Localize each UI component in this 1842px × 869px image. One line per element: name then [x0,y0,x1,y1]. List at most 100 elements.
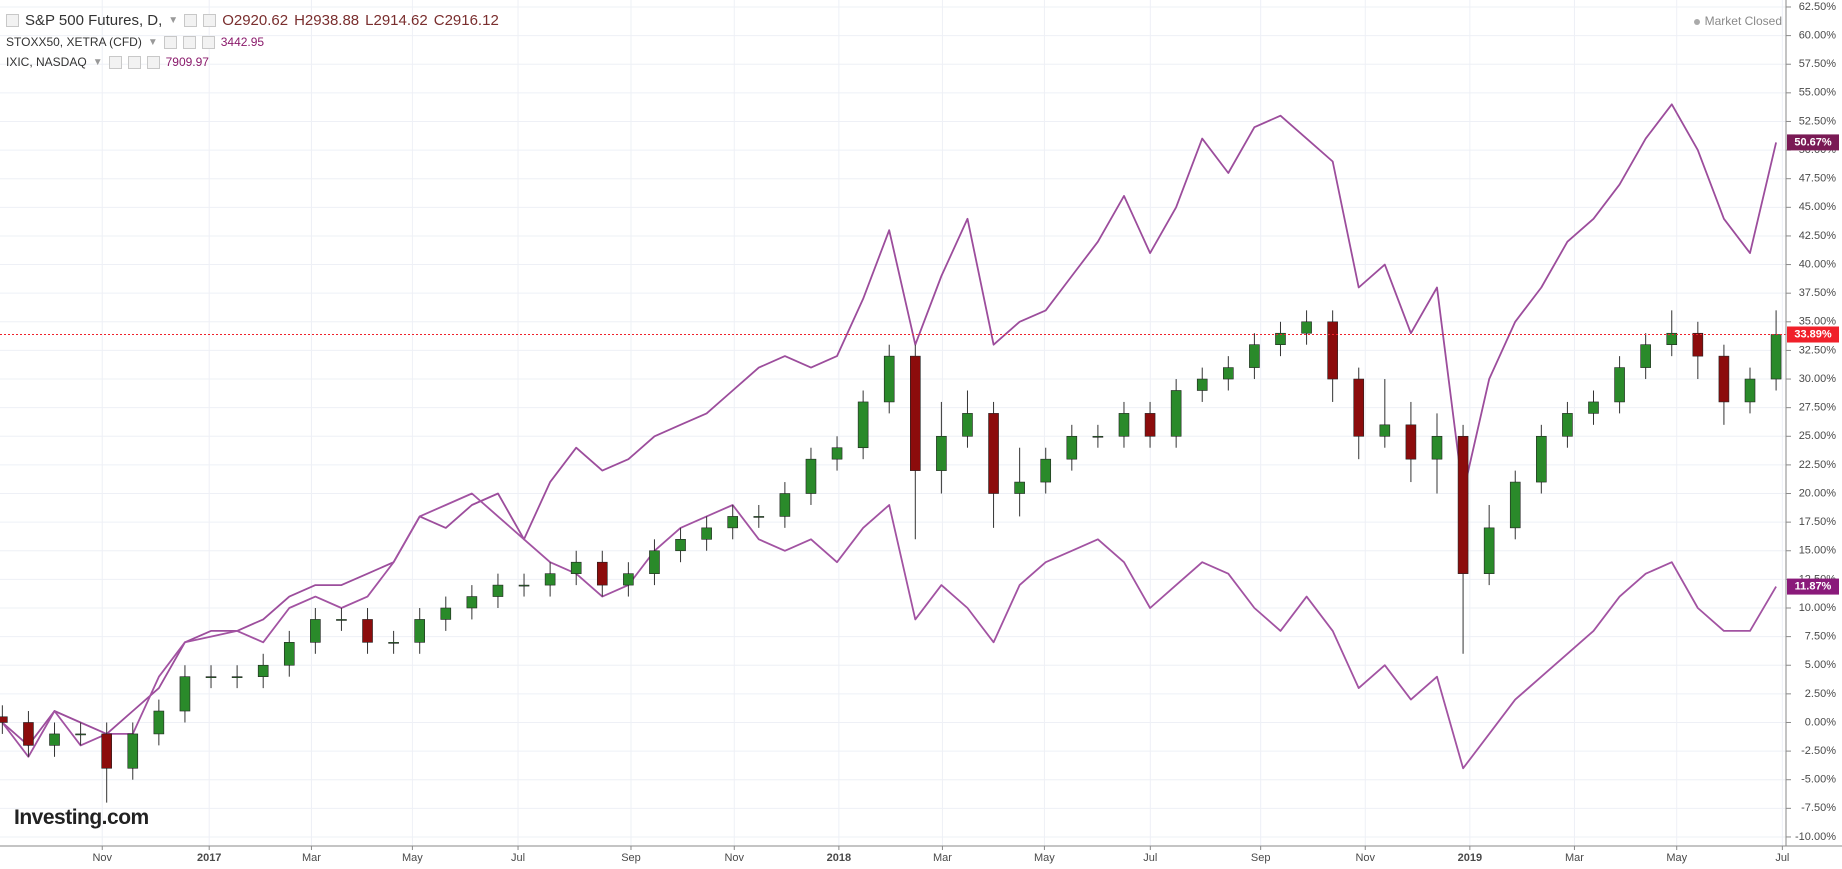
y-tick-label: 30.00% [1799,373,1837,385]
candle-body [857,401,869,449]
candle-body [205,676,217,678]
candle-body [883,355,895,403]
y-tick-label: 27.50% [1799,402,1837,414]
x-tick-label: Jul [511,852,525,864]
value-label: 11.87% [1795,580,1832,592]
candle-body [414,619,425,643]
y-tick-label: -5.00% [1801,774,1836,786]
candle-body [1014,481,1025,494]
candle-body [649,550,660,574]
ohlc-open: O2920.62 [222,12,289,29]
candle-body [1509,481,1521,529]
candle-body [1483,527,1495,574]
candle-body [1692,332,1704,357]
candle-body [1405,424,1417,460]
value-label: 50.67% [1794,136,1832,148]
series-line [1,103,1777,747]
x-tick-label: May [1666,852,1687,864]
candle-body [1249,344,1260,368]
candle-body [727,516,739,529]
y-tick-label: 10.00% [1799,602,1837,614]
candle-body [388,642,399,644]
candle-body [1170,390,1182,437]
y-tick-label: 15.00% [1799,545,1837,557]
y-tick-label: 45.00% [1799,201,1837,213]
y-tick-label: 7.50% [1805,631,1836,643]
x-tick-label: Mar [933,852,952,864]
candle-body [1327,321,1338,380]
y-tick-label: 52.50% [1799,115,1837,127]
y-tick-label: 35.00% [1799,316,1837,328]
candle-body [362,619,373,643]
candle-body [910,355,921,471]
candle-body [623,573,634,586]
candle-body [336,619,347,621]
candle-body [1562,413,1573,437]
icon[interactable] [203,14,217,27]
x-tick-label: Sep [621,852,641,864]
icon[interactable] [146,55,160,69]
x-tick-label: Mar [1565,852,1584,864]
x-tick-label: Jul [1775,852,1789,864]
candle-body [179,676,191,712]
caret[interactable]: ▼ [147,36,158,48]
candle-body [753,516,765,518]
candle-body [962,413,973,437]
candle-body [988,413,999,494]
icon[interactable] [108,55,122,69]
legend-quote: 3442.95 [220,35,265,49]
x-tick-label: Nov [92,852,112,864]
icon[interactable] [127,55,141,69]
x-tick-label: 2018 [827,852,851,864]
collapse-icon[interactable] [6,14,19,27]
candle-body [1144,413,1156,437]
y-tick-label: 40.00% [1799,258,1837,270]
candle-body [1588,401,1599,414]
y-tick-label: 2.50% [1805,688,1836,700]
legend-name: S&P 500 Futures, D, [25,12,163,29]
icon[interactable] [182,35,196,49]
icon[interactable] [184,14,198,27]
value-label: 33.89% [1794,328,1832,340]
x-tick-label: Mar [302,852,321,864]
candle-body [1092,435,1104,438]
candle-body [283,642,295,666]
caret[interactable]: ▼ [92,56,103,68]
legend-row: STOXX50, XETRA (CFD) ▼ 3442.95 [6,35,264,49]
candle-body [1744,378,1756,403]
y-tick-label: 17.50% [1799,516,1837,528]
candle-body [1379,424,1391,437]
candle-body [1223,367,1234,380]
x-tick-label: 2019 [1458,852,1482,864]
legend-name: IXIC, NASDAQ [6,55,87,69]
ohlc-high: H2938.88 [294,12,360,29]
y-tick-label: 47.50% [1799,173,1837,185]
caret[interactable]: ▼ [168,15,179,26]
x-tick-label: 2017 [197,852,221,864]
y-tick-label: 55.00% [1799,87,1837,99]
x-tick-label: May [1034,852,1055,864]
candle-body [831,447,843,460]
icon[interactable] [201,35,215,49]
market-status: Market Closed [1694,14,1782,28]
candle-body [1666,332,1678,345]
icon[interactable] [163,35,177,49]
value-label-bg [1787,134,1839,151]
ohlc-low: L2914.62 [365,12,428,29]
y-tick-label: 42.50% [1799,230,1837,242]
watermark: Investing.com [14,806,149,829]
candle-body [231,676,243,678]
candle-body [805,458,817,494]
candle-body [101,733,112,769]
candle-body [257,664,269,677]
legend-name: STOXX50, XETRA (CFD) [6,35,142,49]
y-tick-label: 32.50% [1799,344,1837,356]
candle-body [492,584,504,597]
x-tick-label: May [402,852,423,864]
candle-body [1118,413,1130,437]
y-tick-label: 25.00% [1799,430,1837,442]
legend-row: S&P 500 Futures, D, ▼ O2920.62 H2938.88 … [6,12,499,29]
